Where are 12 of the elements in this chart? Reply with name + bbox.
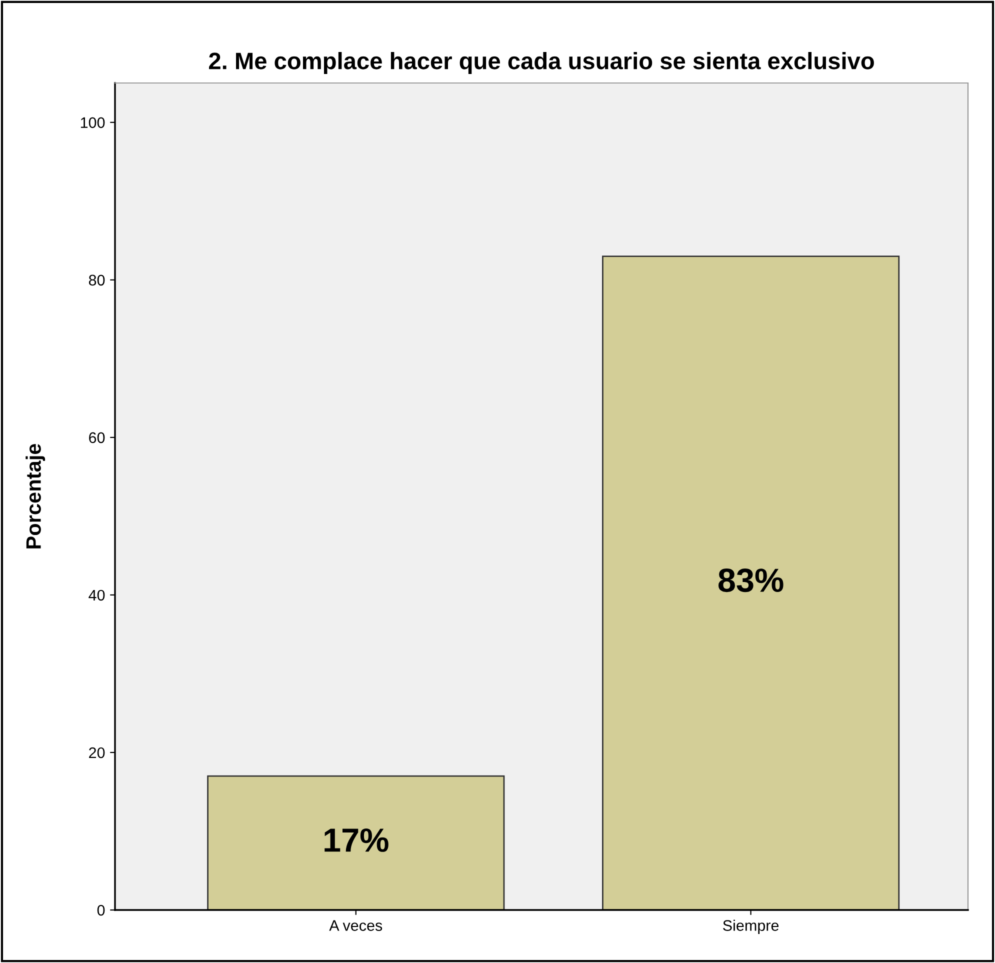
data-label: 17% xyxy=(324,828,388,852)
y-tick-label: 60 xyxy=(89,432,105,444)
y-tick-label: 100 xyxy=(80,117,105,128)
y-tick-label: 0 xyxy=(97,904,105,916)
y-tick-label: 80 xyxy=(88,274,105,286)
data-label: 83% xyxy=(718,568,784,592)
x-tick-label: A veces xyxy=(329,920,382,931)
y-tick-label: 20 xyxy=(89,747,105,758)
y-tick-label: 40 xyxy=(88,590,105,601)
x-tick-label: Siempre xyxy=(723,920,779,934)
chart-title: 2. Me complace hacer que cada usuario se sienta exclusivo xyxy=(209,52,874,74)
y-axis-title: Porcentaje xyxy=(26,444,46,548)
